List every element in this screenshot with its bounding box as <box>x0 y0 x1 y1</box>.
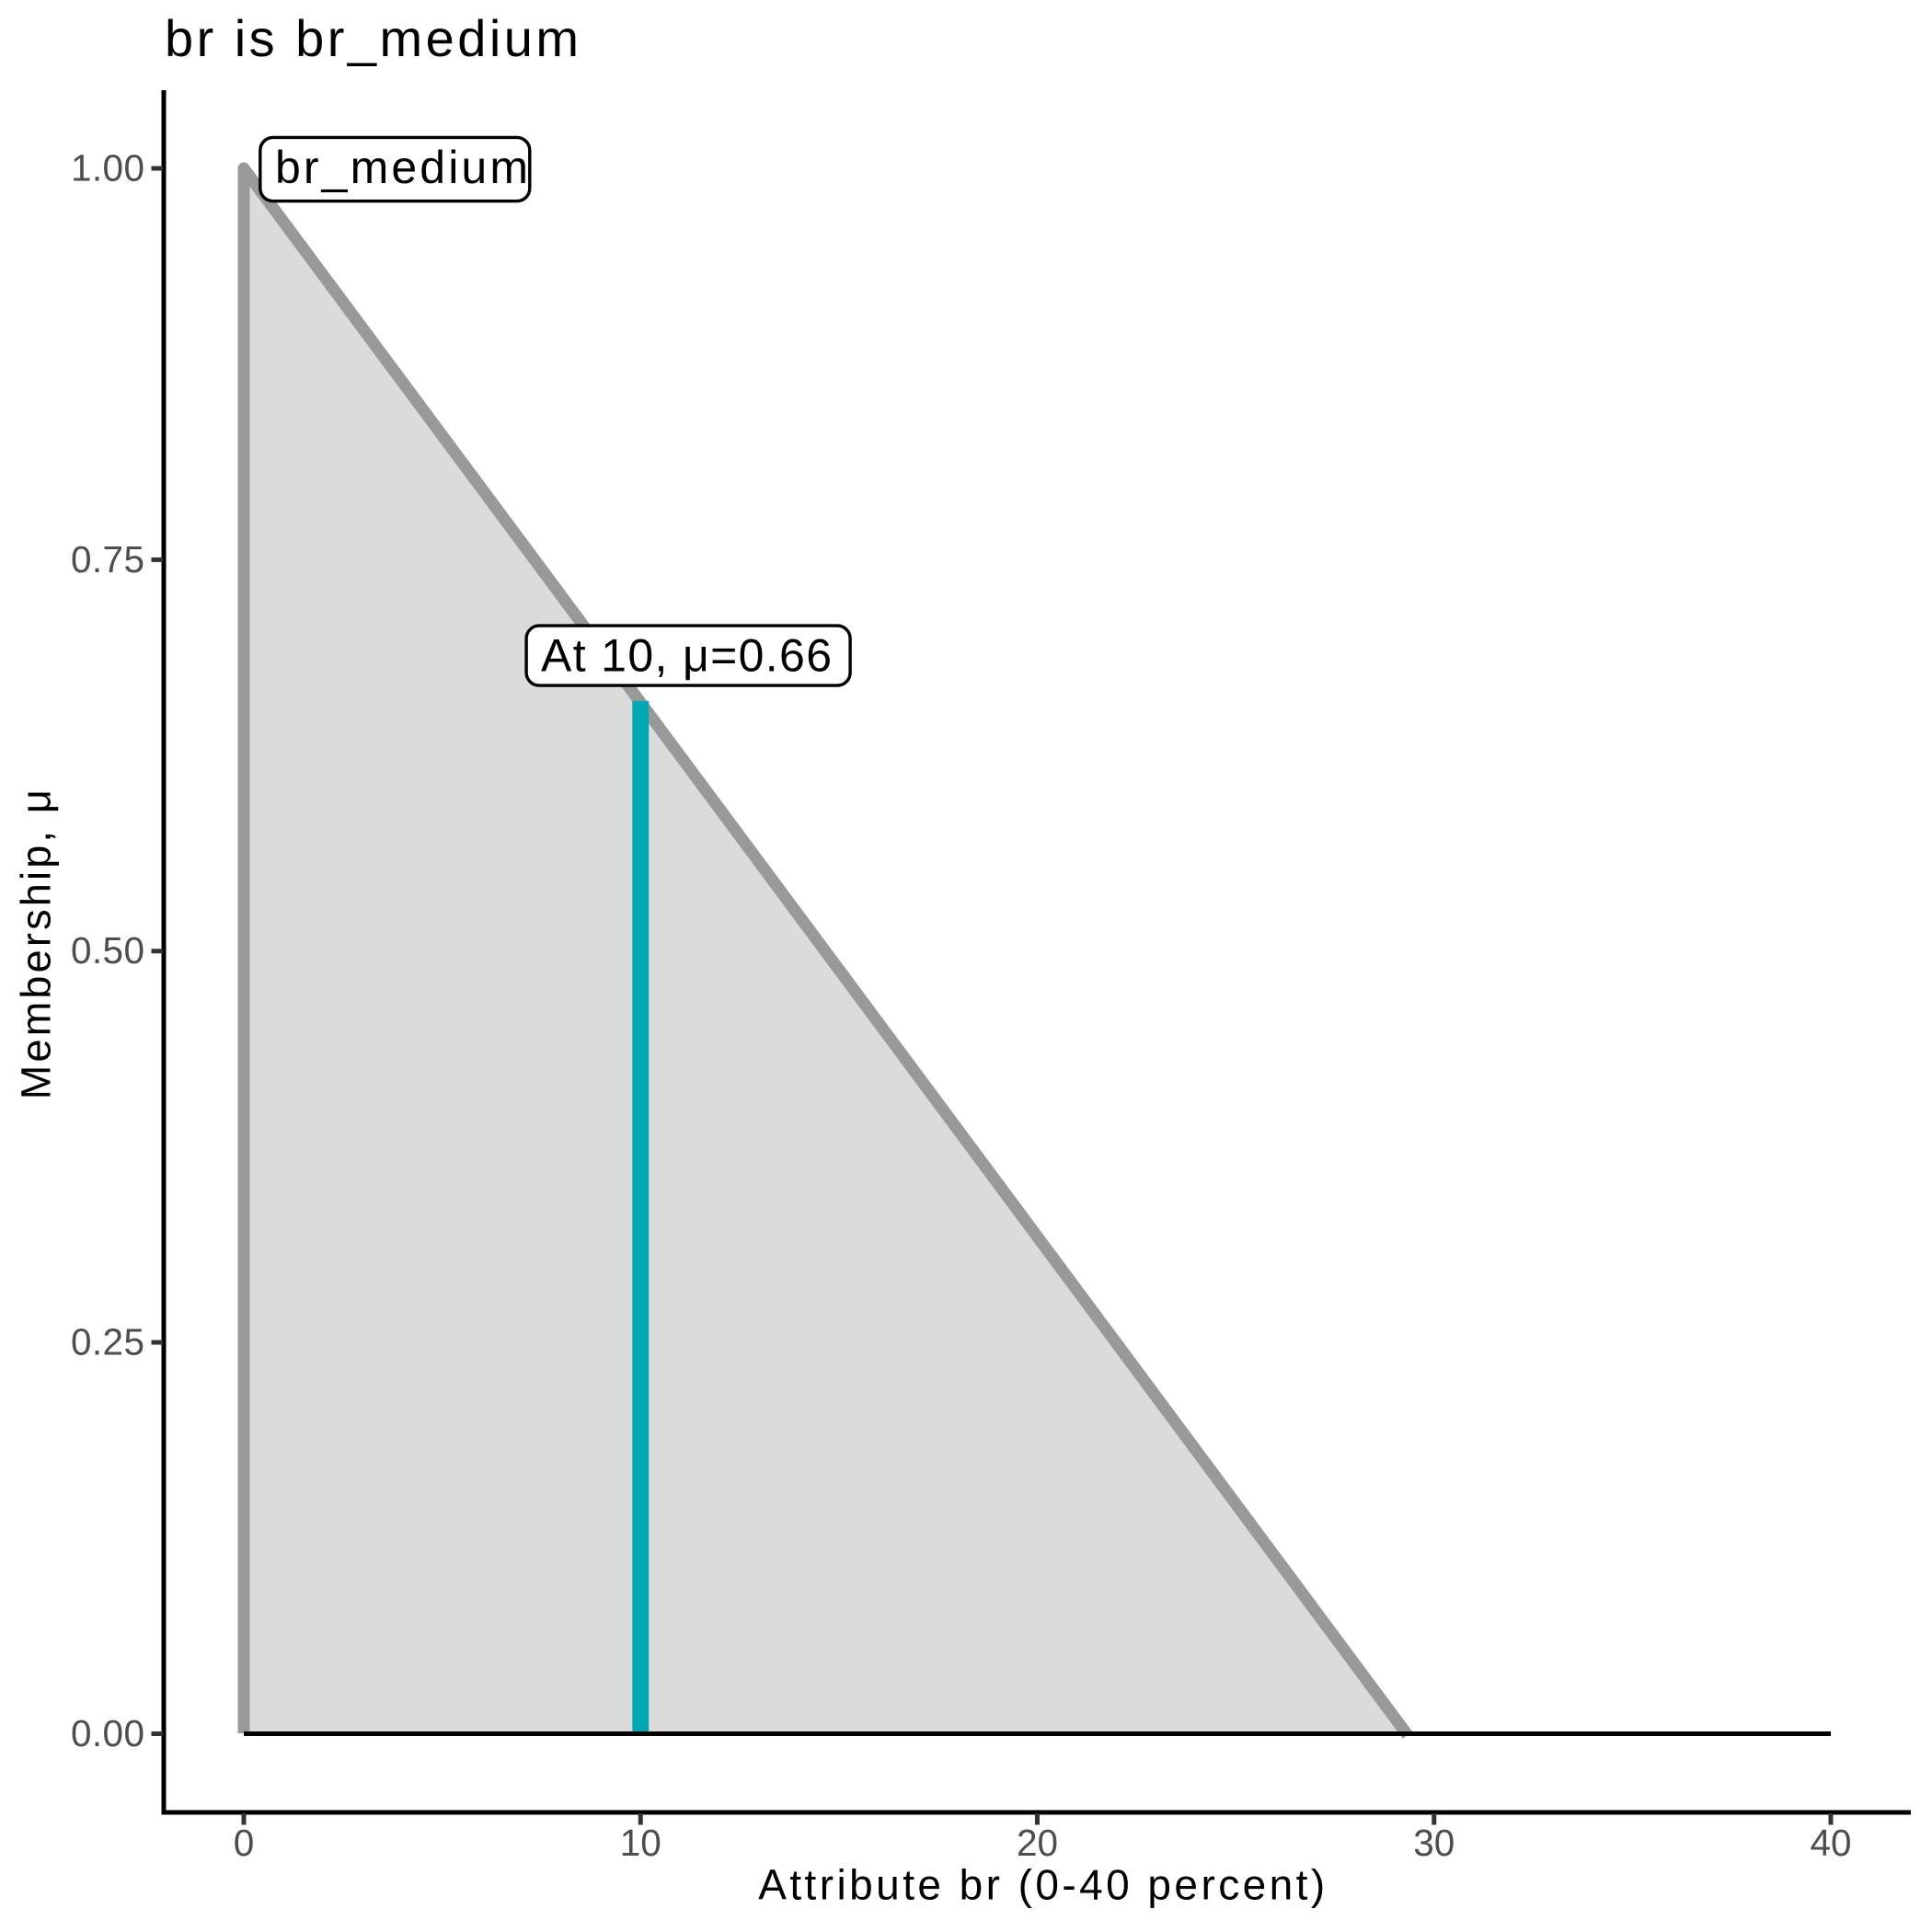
svg-text:Attribute br (0-40 percent): Attribute br (0-40 percent) <box>758 1861 1325 1909</box>
svg-text:At 10, μ=0.66: At 10, μ=0.66 <box>541 630 832 682</box>
svg-text:40: 40 <box>1810 1822 1851 1864</box>
svg-text:0.50: 0.50 <box>71 929 144 972</box>
svg-text:10: 10 <box>620 1822 661 1864</box>
svg-text:20: 20 <box>1017 1822 1058 1864</box>
svg-text:30: 30 <box>1413 1822 1455 1864</box>
svg-text:0.00: 0.00 <box>71 1712 144 1754</box>
svg-text:Membership, μ: Membership, μ <box>12 789 59 1099</box>
svg-text:0.75: 0.75 <box>71 538 144 581</box>
svg-text:1.00: 1.00 <box>71 146 144 189</box>
svg-text:0: 0 <box>234 1822 255 1864</box>
svg-text:br_medium: br_medium <box>275 142 528 193</box>
svg-text:br is br_medium: br is br_medium <box>165 9 579 67</box>
svg-text:0.25: 0.25 <box>71 1321 144 1363</box>
